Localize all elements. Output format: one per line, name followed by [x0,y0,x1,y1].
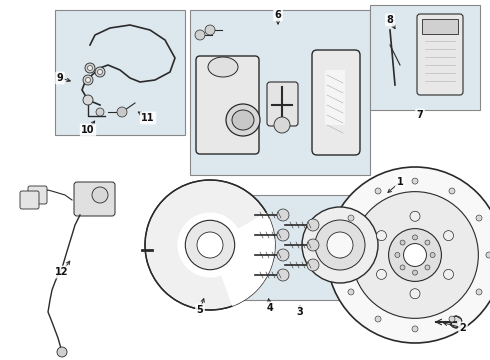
Circle shape [315,220,365,270]
Circle shape [205,25,215,35]
Wedge shape [210,212,275,306]
Circle shape [92,187,108,203]
FancyBboxPatch shape [196,56,259,154]
Circle shape [274,117,290,133]
Circle shape [302,207,378,283]
Circle shape [348,289,354,295]
Circle shape [412,178,418,184]
Circle shape [425,265,430,270]
Circle shape [375,316,381,322]
Circle shape [348,215,354,221]
Circle shape [338,252,344,258]
Ellipse shape [208,57,238,77]
Circle shape [450,316,462,328]
Circle shape [410,211,420,221]
Bar [235,195,370,300]
Circle shape [410,289,420,299]
Circle shape [443,269,454,279]
Circle shape [327,232,353,258]
Text: 9: 9 [57,73,63,83]
Bar [55,10,185,135]
Circle shape [96,108,104,116]
Wedge shape [177,212,243,278]
Circle shape [185,220,235,270]
Circle shape [376,231,387,240]
Circle shape [117,107,127,117]
Text: 3: 3 [296,307,303,317]
Bar [370,5,480,110]
Text: 4: 4 [267,303,273,313]
Bar [422,19,458,34]
Circle shape [412,326,418,332]
Circle shape [145,180,275,310]
Text: 2: 2 [460,323,466,333]
Circle shape [352,192,478,318]
FancyBboxPatch shape [267,82,298,126]
Circle shape [425,240,430,245]
FancyBboxPatch shape [20,191,39,209]
Circle shape [395,252,400,257]
Circle shape [307,259,319,271]
Circle shape [88,66,93,71]
Circle shape [95,67,105,77]
Circle shape [195,30,205,40]
Bar [190,10,370,175]
Circle shape [400,240,405,245]
Circle shape [98,69,102,75]
FancyBboxPatch shape [312,50,360,155]
Text: 12: 12 [55,267,69,277]
Circle shape [443,231,454,240]
Text: 8: 8 [387,15,393,25]
Circle shape [197,232,223,258]
Circle shape [449,316,455,322]
Text: 5: 5 [196,305,203,315]
Circle shape [375,188,381,194]
Bar [325,70,345,125]
Text: 10: 10 [81,125,95,135]
Circle shape [413,270,417,275]
Circle shape [85,63,95,73]
Circle shape [83,95,93,105]
Text: 11: 11 [141,113,155,123]
Circle shape [449,188,455,194]
Circle shape [486,252,490,258]
Circle shape [476,215,482,221]
Circle shape [404,244,426,266]
Circle shape [389,229,441,282]
FancyBboxPatch shape [74,182,115,216]
Text: 6: 6 [274,10,281,20]
Circle shape [277,249,289,261]
Circle shape [277,269,289,281]
Circle shape [430,252,435,257]
Circle shape [400,265,405,270]
Circle shape [376,269,387,279]
Ellipse shape [232,110,254,130]
Circle shape [277,209,289,221]
Circle shape [83,75,93,85]
Circle shape [307,239,319,251]
Ellipse shape [226,104,260,136]
Circle shape [85,77,91,82]
Circle shape [277,229,289,241]
Circle shape [57,347,67,357]
Circle shape [327,167,490,343]
Circle shape [307,219,319,231]
Circle shape [476,289,482,295]
Text: 1: 1 [396,177,403,187]
FancyBboxPatch shape [28,186,47,204]
Circle shape [413,235,417,240]
Text: 7: 7 [416,110,423,120]
FancyBboxPatch shape [417,14,463,95]
